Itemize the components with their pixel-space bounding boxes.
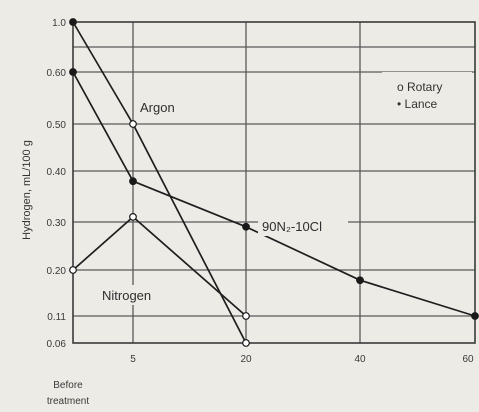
y-tick-label: 0.40: [47, 167, 67, 178]
annotations: Argon Nitrogen 90N₂-10Cl: [100, 97, 348, 305]
data-point-rotary: [242, 339, 250, 347]
annotation-nitrogen: Nitrogen: [102, 288, 151, 303]
data-point-lance: [242, 222, 250, 231]
data-point-lance: [69, 18, 77, 26]
data-point-rotary: [129, 120, 137, 128]
legend-background: [382, 72, 472, 116]
plot-border: [72, 21, 476, 344]
y-tick-label: 0.20: [47, 266, 67, 277]
x-tick-label: 5: [130, 354, 136, 365]
x-tick-label: 20: [240, 354, 252, 365]
series-points: [69, 18, 479, 347]
annotation-90n2-bg: [258, 216, 348, 236]
x-axis-ticks: 5 20 40 60: [130, 354, 474, 365]
x-label-treatment: treatment: [47, 396, 89, 407]
annotation-argon: Argon: [140, 100, 175, 115]
annotation-90n2: 90N₂-10Cl: [262, 219, 322, 234]
data-point-lance: [471, 312, 479, 320]
data-point-rotary: [69, 266, 77, 274]
x-tick-label: 40: [354, 354, 366, 365]
legend: o Rotary • Lance: [382, 72, 472, 116]
x-tick-label: 60: [462, 354, 474, 365]
data-point-lance: [356, 276, 364, 285]
y-tick-label: 0.11: [47, 312, 66, 323]
y-tick-label: 0.50: [47, 120, 67, 131]
y-tick-label: 0.60: [47, 68, 67, 79]
x-label-before: Before: [53, 380, 83, 391]
y-tick-label: 1.0: [52, 18, 66, 29]
y-tick-label: 0.06: [47, 339, 67, 350]
annotation-argon-bg: [136, 97, 198, 117]
data-point-lance: [69, 68, 77, 76]
legend-entry-lance: • Lance: [397, 97, 438, 111]
data-point-rotary: [129, 212, 137, 221]
y-axis-label: Hydrogen, mL/100 g: [21, 140, 33, 240]
y-tick-label: 0.30: [47, 218, 67, 229]
annotation-nitrogen-bg: [100, 285, 180, 305]
plot-frame: [72, 21, 476, 344]
data-point-lance: [129, 177, 137, 186]
y-axis-ticks: 1.0 0.60 0.50 0.40 0.30 0.20 0.11 0.06: [47, 18, 67, 350]
data-point-rotary: [242, 312, 250, 320]
legend-entry-rotary: o Rotary: [397, 80, 442, 94]
